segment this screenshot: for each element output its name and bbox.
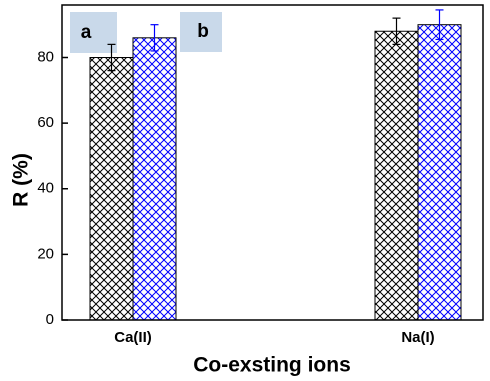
annotation: b [197, 21, 209, 42]
annotation: a [81, 22, 92, 43]
error-bar [392, 17, 401, 45]
y-tick-label: 60 [37, 114, 54, 131]
annotation-box [70, 12, 117, 53]
error-bar [435, 9, 444, 41]
bar [417, 24, 462, 321]
error-bar [107, 43, 116, 72]
x-tick-label: Na(I) [401, 329, 434, 346]
y-tick-label: 20 [37, 245, 54, 262]
x-tick-label: Ca(II) [114, 329, 152, 346]
x-axis-title: Co-exsting ions [193, 354, 351, 377]
y-tick-label: 80 [37, 48, 54, 65]
y-tick-label: 0 [46, 311, 54, 328]
error-bar [150, 24, 159, 52]
y-axis-title: R (%) [10, 153, 33, 207]
plot-frame [61, 4, 484, 321]
bar [374, 30, 419, 321]
bar [132, 37, 177, 321]
bar [89, 57, 134, 321]
y-tick-label: 40 [37, 180, 54, 197]
annotation-box [180, 12, 222, 52]
